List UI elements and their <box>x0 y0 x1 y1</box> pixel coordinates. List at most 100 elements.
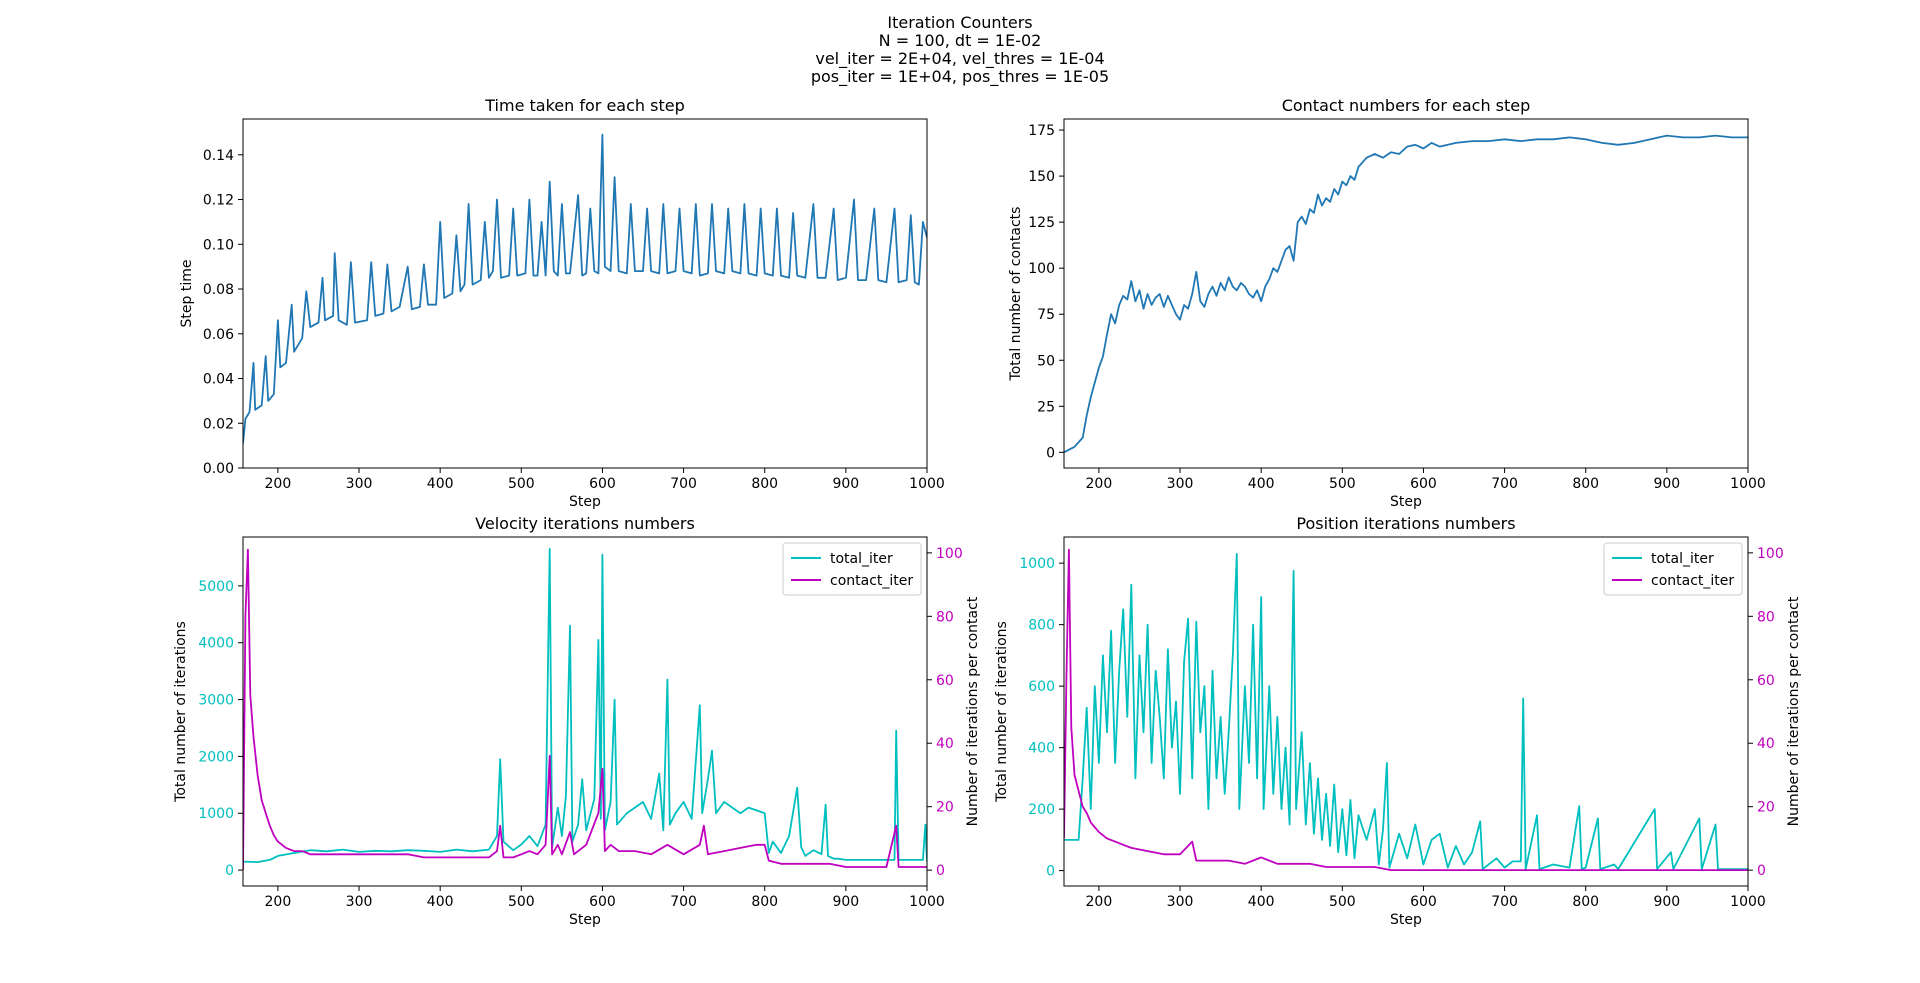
figure-title-line: N = 100, dt = 1E-02 <box>878 31 1042 50</box>
y-tick-label: 4000 <box>198 636 234 652</box>
y-right-tick-label: 60 <box>1757 673 1775 689</box>
x-tick-label: 800 <box>751 476 778 492</box>
x-tick-label: 900 <box>1653 476 1680 492</box>
legend-label: total_iter <box>1651 551 1714 567</box>
y-right-axis-label: Number of iterations per contact <box>965 596 981 826</box>
y-tick-label: 125 <box>1028 215 1055 231</box>
x-tick-label: 700 <box>1491 476 1518 492</box>
y-tick-label: 1000 <box>198 806 234 822</box>
legend-box <box>782 542 922 596</box>
y-tick-label: 3000 <box>198 693 234 709</box>
y-tick-label: 1000 <box>1019 556 1055 572</box>
legend-label: total_iter <box>830 551 893 567</box>
y-right-tick-label: 20 <box>1757 800 1775 816</box>
figure-title-line: Iteration Counters <box>887 13 1033 32</box>
y-tick-label: 0.12 <box>203 193 234 209</box>
figure-title: Iteration Counters N = 100, dt = 1E-02 v… <box>0 14 1920 86</box>
x-tick-label: 1000 <box>1730 476 1766 492</box>
y-axis-label: Total number of iterations <box>994 621 1010 803</box>
y-right-tick-label: 80 <box>936 609 954 625</box>
y-tick-label: 0.08 <box>203 282 234 298</box>
y-tick-label: 0.04 <box>203 372 234 388</box>
x-tick-label: 300 <box>346 894 373 910</box>
y-right-axis-label: Number of iterations per contact <box>1786 596 1802 826</box>
x-tick-label: 400 <box>427 476 454 492</box>
plot-frame <box>242 118 928 469</box>
y-tick-label: 0.06 <box>203 327 234 343</box>
y-tick-label: 150 <box>1028 169 1055 185</box>
x-tick-label: 500 <box>508 476 535 492</box>
x-tick-label: 600 <box>1410 894 1437 910</box>
x-tick-label: 600 <box>589 894 616 910</box>
y-tick-label: 200 <box>1028 802 1055 818</box>
x-tick-label: 500 <box>1329 476 1356 492</box>
y-right-tick-label: 0 <box>936 863 945 879</box>
legend-label: contact_iter <box>1651 573 1734 589</box>
y-right-tick-label: 60 <box>936 673 954 689</box>
y-right-tick-label: 0 <box>1757 863 1766 879</box>
x-tick-label: 400 <box>1248 476 1275 492</box>
y-right-tick-label: 40 <box>936 736 954 752</box>
chart-panel-position: 200 300 400 500 600 700 800 900 1000Step02004006… <box>994 514 1802 928</box>
x-axis-label: Step <box>1390 494 1422 510</box>
chart-title: Velocity iterations numbers <box>475 514 695 533</box>
series-line-total_iter <box>243 548 927 863</box>
y-right-tick-label: 80 <box>1757 609 1775 625</box>
x-tick-label: 900 <box>1653 894 1680 910</box>
y-axis-label: Step time <box>179 260 195 328</box>
y-tick-label: 0 <box>1046 864 1055 880</box>
x-axis-label: Step <box>569 912 601 928</box>
x-tick-label: 600 <box>589 476 616 492</box>
y-tick-label: 0 <box>225 863 234 879</box>
x-tick-label: 1000 <box>1730 894 1766 910</box>
y-tick-label: 0.02 <box>203 416 234 432</box>
y-tick-label: 100 <box>1028 261 1055 277</box>
x-tick-label: 500 <box>508 894 535 910</box>
y-right-tick-label: 100 <box>1757 546 1784 562</box>
legend-box <box>1603 542 1743 596</box>
x-tick-label: 900 <box>832 894 859 910</box>
x-tick-label: 800 <box>1572 894 1599 910</box>
y-tick-label: 600 <box>1028 679 1055 695</box>
x-tick-label: 200 <box>265 476 292 492</box>
x-tick-label: 400 <box>427 894 454 910</box>
x-tick-label: 400 <box>1248 894 1275 910</box>
series-line-contact_iter <box>243 548 927 871</box>
chart-panel-velocity: 200 300 400 500 600 700 800 900 1000Step01000200… <box>173 514 981 928</box>
chart-title: Position iterations numbers <box>1296 514 1515 533</box>
x-tick-label: 200 <box>1086 894 1113 910</box>
x-tick-label: 700 <box>1491 894 1518 910</box>
y-tick-label: 2000 <box>198 749 234 765</box>
x-tick-label: 300 <box>1167 476 1194 492</box>
chart-title: Time taken for each step <box>484 96 684 115</box>
x-tick-label: 700 <box>670 476 697 492</box>
x-tick-label: 900 <box>832 476 859 492</box>
y-axis-label: Total number of iterations <box>173 621 189 803</box>
y-axis-label: Total number of contacts <box>1008 207 1024 382</box>
x-tick-label: 1000 <box>909 476 945 492</box>
series-line-contact_iter <box>1064 548 1748 871</box>
plot-frame <box>1063 536 1749 887</box>
figure-title-line: vel_iter = 2E+04, vel_thres = 1E-04 <box>815 49 1105 68</box>
y-tick-label: 0.14 <box>203 148 234 164</box>
y-tick-label: 0.10 <box>203 237 234 253</box>
y-right-tick-label: 40 <box>1757 736 1775 752</box>
x-tick-label: 700 <box>670 894 697 910</box>
x-tick-label: 200 <box>1086 476 1113 492</box>
chart-panel-time: 200 300 400 500 600 700 800 900 1000 Step 0.00 0.02… <box>179 96 945 510</box>
x-axis-label: Step <box>569 494 601 510</box>
x-tick-label: 800 <box>1572 476 1599 492</box>
x-tick-label: 800 <box>751 894 778 910</box>
series-line-time <box>243 133 927 444</box>
y-tick-label: 75 <box>1037 307 1055 323</box>
y-tick-label: 400 <box>1028 741 1055 757</box>
chart-title: Contact numbers for each step <box>1282 96 1531 115</box>
x-tick-label: 1000 <box>909 894 945 910</box>
y-tick-label: 0.00 <box>203 461 234 477</box>
legend-label: contact_iter <box>830 573 913 589</box>
y-tick-label: 0 <box>1046 445 1055 461</box>
chart-panel-contacts: 200 300 400 500 600 700 800 900 1000 Step 0 25 50 75 1… <box>1008 96 1766 510</box>
y-tick-label: 50 <box>1037 353 1055 369</box>
x-tick-label: 300 <box>346 476 373 492</box>
